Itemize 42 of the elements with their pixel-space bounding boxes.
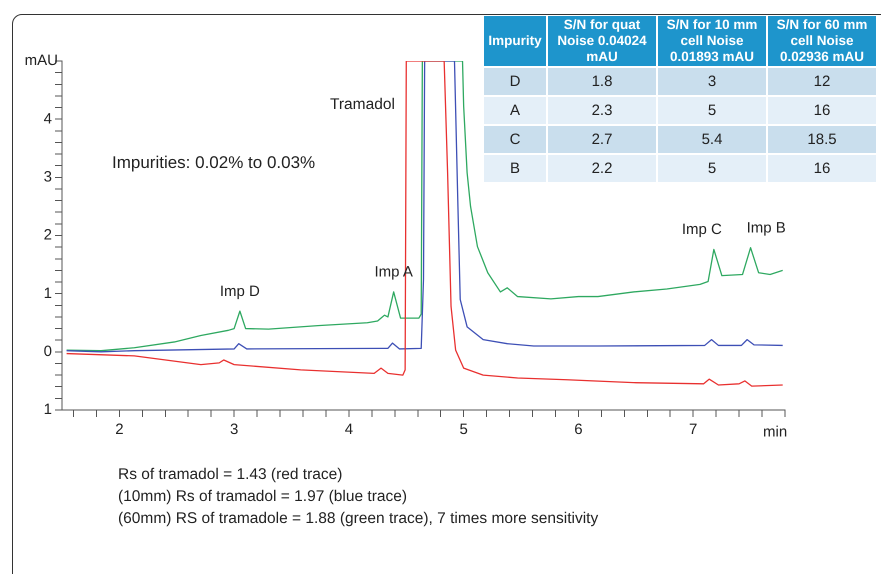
x-tick-label: 7 <box>689 421 698 438</box>
data-label: 1.8 <box>548 68 656 95</box>
y-tick-label: 1 <box>44 401 52 418</box>
y-tick-label: 0 <box>44 342 52 360</box>
y-tick-label: 1 <box>44 284 52 302</box>
data-label: 2.3 <box>548 97 656 124</box>
x-tick-label: S/N for 10 mm cell Noise 0.01893 mAU <box>658 16 766 66</box>
y-tick-label: 3 <box>44 168 52 186</box>
annotation: Imp D <box>220 282 260 300</box>
text: Rs of tramadol = 1.43 (red trace) <box>118 466 342 484</box>
data-label: 3 <box>658 68 766 95</box>
annotation: Tramadol <box>330 96 395 114</box>
data-label: 5 <box>658 155 766 182</box>
annotation: Imp C <box>682 221 722 238</box>
x-tick-label: 6 <box>574 421 583 438</box>
x-tick-label: 3 <box>230 421 238 438</box>
y-axis-title: mAU <box>24 52 58 70</box>
y-tick-label: A <box>484 97 546 124</box>
data-label: 16 <box>768 155 876 182</box>
data-label: 12 <box>768 68 876 95</box>
text: (60mm) RS of tramadole = 1.88 (green trace), 7 times more sensitivity <box>118 510 598 528</box>
annotation: Impurities: 0.02% to 0.03% <box>112 153 316 173</box>
data-label: 18.5 <box>768 126 876 153</box>
y-tick-label: D <box>484 68 546 95</box>
y-axis-title: Impurity <box>484 16 546 66</box>
data-label: 2.7 <box>548 126 656 153</box>
y-tick-label: C <box>484 126 546 153</box>
y-tick-label: 2 <box>44 226 52 244</box>
x-tick-label: 5 <box>459 421 468 438</box>
x-axis-title: min <box>763 424 788 441</box>
data-label: 16 <box>768 97 876 124</box>
annotation: Imp B <box>746 219 786 236</box>
y-tick-label: 4 <box>44 110 52 128</box>
data-label: 5 <box>658 97 766 124</box>
x-tick-label: S/N for quat Noise 0.04024 mAU <box>548 16 656 66</box>
x-tick-label: 4 <box>344 421 354 438</box>
text: (10mm) Rs of tramadol = 1.97 (blue trace) <box>118 488 408 506</box>
x-tick-label: S/N for 60 mm cell Noise 0.02936 mAU <box>768 16 876 66</box>
y-tick-label: B <box>484 155 546 182</box>
data-label: 2.2 <box>548 155 656 182</box>
x-tick-label: 2 <box>115 421 124 438</box>
data-label: 5.4 <box>658 126 766 153</box>
